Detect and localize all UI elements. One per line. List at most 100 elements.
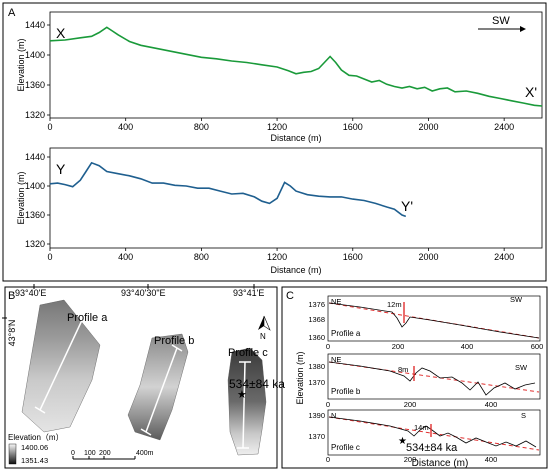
profile-x-xtick-label: 800 <box>194 122 209 132</box>
profile-b-end: SW <box>515 363 528 372</box>
profile-x-ytick-label: 1400 <box>25 50 45 60</box>
profile-a-offset: 12m <box>387 300 402 309</box>
profile-y-ytick-label: 1320 <box>25 239 45 249</box>
profile-y-xlabel: Distance (m) <box>270 265 321 275</box>
profile-b-curve <box>328 361 536 396</box>
profile-c-curve <box>328 416 537 448</box>
profile-b-line <box>145 347 178 433</box>
profile-a-cap-bottom <box>34 406 46 414</box>
profile-a-end: SW <box>510 295 523 304</box>
profile-y-xtick-label: 2000 <box>418 252 438 262</box>
profile-y-axes <box>49 147 543 249</box>
profile-a-axes <box>327 295 541 342</box>
profile-a-xtick-4: 600 <box>531 342 544 351</box>
profile-c-end: S <box>521 411 526 420</box>
profile-x-line <box>49 26 543 107</box>
profile-c-xtick-2: 200 <box>404 455 417 464</box>
north-arrow-icon <box>258 315 271 331</box>
profile-x-xtick-label: 400 <box>118 122 133 132</box>
profile-x-yticks: 1440 1400 1360 1320 <box>25 20 50 120</box>
profile-a-name: Profile a <box>331 329 361 338</box>
profile-y-start-label: Y <box>56 161 66 177</box>
profile-b-ytick-2: 1370 <box>308 378 325 387</box>
scale-label-400m: 400m <box>136 450 154 457</box>
profile-x-xtick-label: 0 <box>47 122 52 132</box>
profile-y-end-label: Y' <box>401 198 413 214</box>
profile-b-xtick-1: 0 <box>326 400 330 409</box>
profile-x-end-label: X' <box>525 84 537 100</box>
profile-c-offset: 14m <box>414 423 429 432</box>
direction-arrow-head <box>520 26 526 32</box>
sample-star-icon: ★ <box>237 389 247 401</box>
profile-x-chart: 0 400 800 1200 1600 2000 2400 1440 1400 1360 1320… <box>16 11 543 143</box>
panel-c-ylabel: Elevation (m) <box>295 351 305 404</box>
profile-b-map-label: Profile b <box>154 335 194 347</box>
profile-x-ytick-label: 1440 <box>25 20 45 30</box>
age-label-map: 534±84 ka <box>229 377 285 391</box>
profile-x-xticks: 0 400 800 1200 1600 2000 2400 <box>47 118 514 132</box>
profile-a-xtick-3: 400 <box>461 342 474 351</box>
profile-y-ytick-label: 1360 <box>25 210 45 220</box>
lon-label-3: 93°41'E <box>233 288 264 298</box>
lon-label-1: 93°40'E <box>15 288 46 298</box>
profile-c-start: N <box>331 411 336 420</box>
dem-strip-c <box>227 347 267 456</box>
profile-y-yticks: 1440 1400 1360 1320 <box>25 152 50 249</box>
profile-x-axes <box>49 11 543 119</box>
panel-b-frame <box>4 286 278 469</box>
profile-b-xtick-3: 400 <box>485 400 498 409</box>
profile-b-start: NE <box>331 355 341 364</box>
profile-b-name: Profile b <box>331 387 361 396</box>
profile-a-xtick-2: 200 <box>392 342 405 351</box>
profile-a-line <box>39 317 84 411</box>
profile-a-ytick-1: 1376 <box>308 300 325 309</box>
profile-a-map-label: Profile a <box>67 312 108 324</box>
panel-c-profile-c: 14m N S Profile c ★ 534±84 ka 1390 1370 … <box>308 409 541 464</box>
profile-b-ytick-1: 1380 <box>308 362 325 371</box>
profile-c-name: Profile c <box>331 443 360 452</box>
profile-x-ytick-label: 1320 <box>25 110 45 120</box>
profile-x-ylabel: Elevation (m) <box>16 38 26 91</box>
legend-title: Elevation（m） <box>8 433 64 442</box>
profile-y-xtick-label: 2400 <box>494 252 514 262</box>
panel-a-label: A <box>8 7 16 19</box>
profile-y-ytick-label: 1400 <box>25 181 45 191</box>
profile-a-xtick-1: 0 <box>326 342 330 351</box>
profile-y-ylabel: Elevation (m) <box>16 171 26 224</box>
profile-x-xtick-label: 2400 <box>494 122 514 132</box>
profile-x-xtick-label: 1200 <box>267 122 287 132</box>
profile-x-xtick-label: 2000 <box>418 122 438 132</box>
profile-y-xticks: 0 400 800 1200 1600 2000 2400 <box>47 248 514 262</box>
panel-c-profile-b: 8m NE SW Profile b 1380 1370 0 200 400 <box>308 353 541 409</box>
profile-c-ytick-2: 1370 <box>308 432 325 441</box>
profile-y-line <box>49 161 407 218</box>
profile-b-fit <box>328 361 540 393</box>
legend-max: 1400.06 <box>21 443 48 452</box>
legend-colorbar <box>8 443 17 465</box>
profile-a-ytick-3: 1360 <box>308 333 325 342</box>
profile-a-cap-top <box>77 314 89 322</box>
profile-c-fit <box>328 416 540 451</box>
profile-b-cap-top <box>171 344 183 352</box>
profile-y-xtick-label: 800 <box>194 252 209 262</box>
profile-c-axes <box>327 409 541 456</box>
scale-bar <box>72 456 136 460</box>
profile-x-xlabel: Distance (m) <box>270 133 321 143</box>
panel-c-frame <box>281 286 548 469</box>
scale-label-100: 100 <box>84 450 96 457</box>
scale-label-0: 0 <box>71 450 75 457</box>
profile-x-xtick-label: 1600 <box>343 122 363 132</box>
profile-c-ytick-1: 1390 <box>308 411 325 420</box>
profile-a-curve <box>328 302 540 339</box>
profile-c-line <box>242 361 246 449</box>
profile-x-start-label: X <box>56 25 66 41</box>
profile-c-map-label: Profile c <box>228 347 268 359</box>
panel-c-label: C <box>286 290 294 302</box>
profile-c-age: 534±84 ka <box>406 442 458 454</box>
panel-c-profile-a: 12m NE SW Profile a 1376 1368 1360 0 200… <box>308 295 543 351</box>
profile-y-ytick-label: 1440 <box>25 152 45 162</box>
panel-a-frame <box>2 2 547 282</box>
profile-y-xtick-label: 1200 <box>267 252 287 262</box>
panel-c-xlabel: Distance (m) <box>412 458 469 469</box>
